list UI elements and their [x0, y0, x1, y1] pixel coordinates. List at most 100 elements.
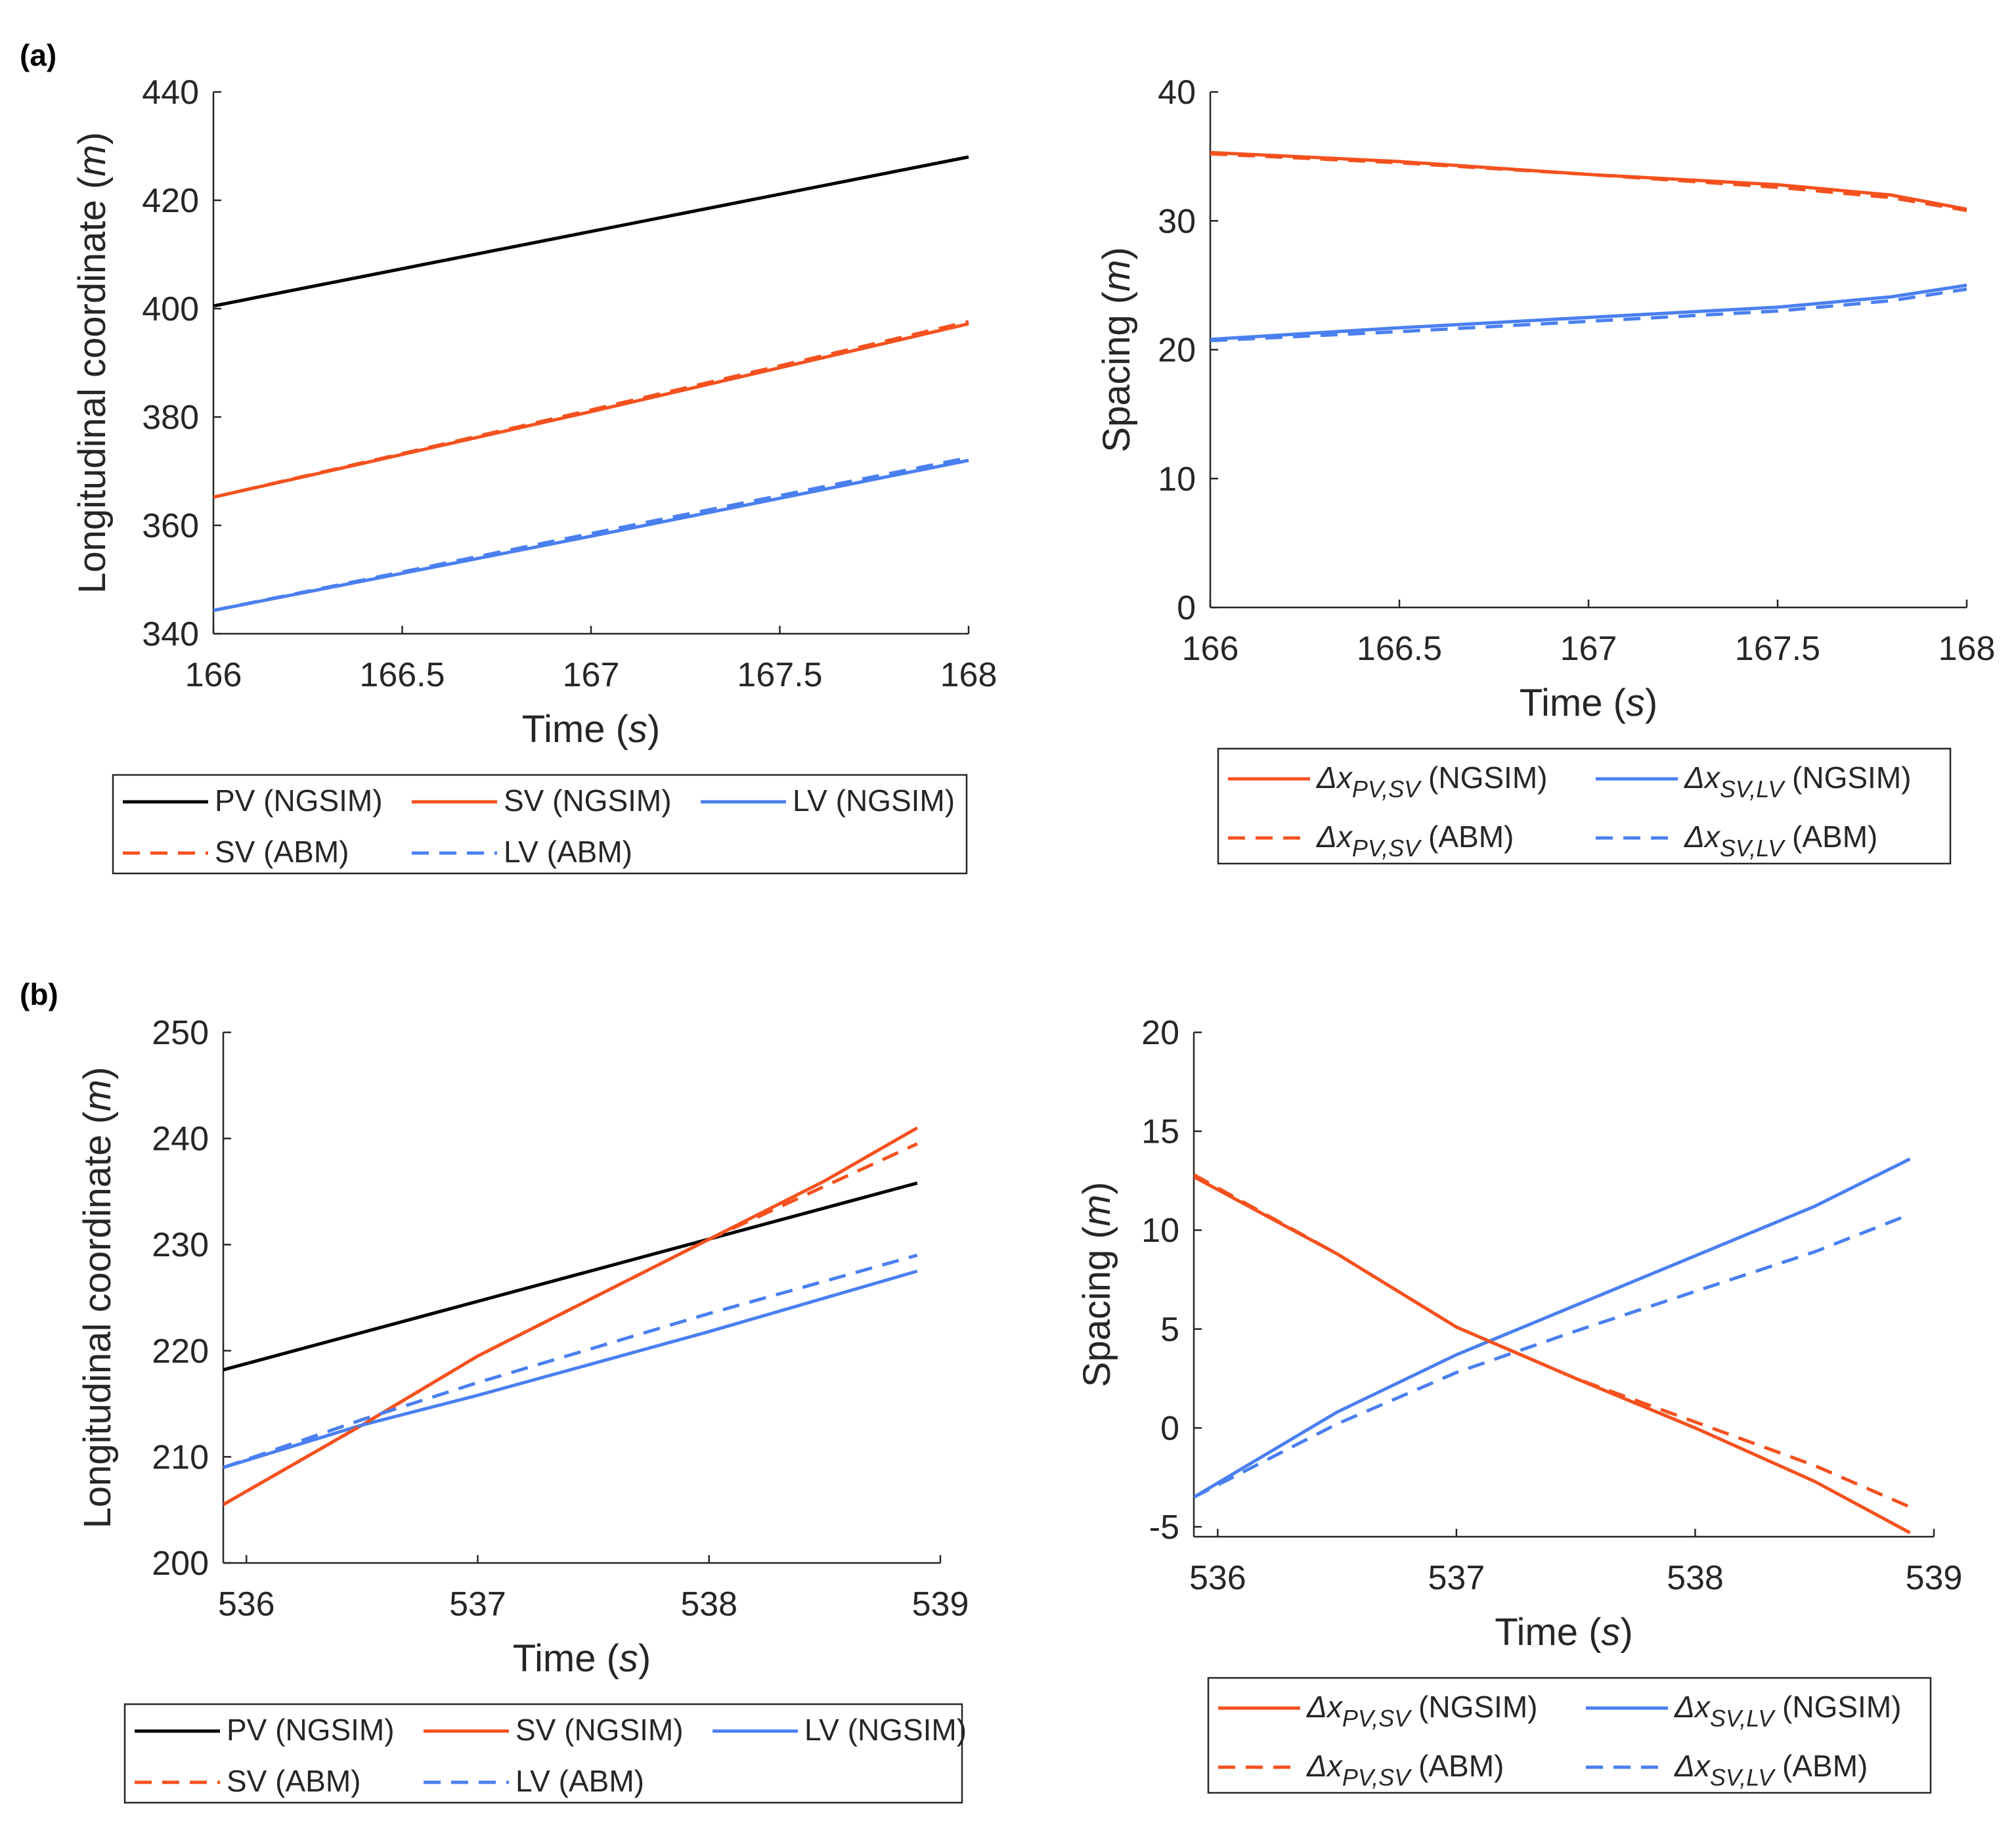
legend-label-subscript: SV,LV	[1720, 776, 1786, 803]
legend-label: ΔxPV,SV (NGSIM)	[1306, 1690, 1537, 1732]
x-axis-label-main: Time	[1520, 682, 1613, 724]
x-tick-label: 167.5	[1735, 630, 1820, 668]
y-axis-label: Longitudinal coordinate (m)	[71, 132, 114, 594]
y-axis-label-main: Spacing	[1095, 304, 1138, 452]
y-tick-label: 440	[142, 74, 199, 112]
x-axis-label-main: Time	[1495, 1611, 1589, 1654]
legend-label-suffix: (ABM)	[1410, 1749, 1504, 1783]
x-tick-label: 539	[912, 1585, 969, 1623]
series-line-x-sv-lv-abm	[1210, 287, 1967, 343]
y-tick-label: 10	[1158, 460, 1196, 498]
legend-label-suffix: (NGSIM)	[1410, 1690, 1537, 1724]
x-axis-label-open: (	[616, 708, 628, 751]
y-tick-label: 340	[142, 615, 199, 653]
legend-coordinate: PV (NGSIM) SV (NGSIM) LV (NGSIM) SV (ABM) LV…	[112, 774, 968, 875]
y-axis-label-main: Longitudinal coordinate	[76, 1124, 119, 1529]
y-tick-label: 380	[142, 399, 199, 437]
x-tick-label: 537	[1428, 1559, 1485, 1597]
x-tick-label: 166.5	[1357, 630, 1442, 668]
legend-label: ΔxPV,SV (NGSIM)	[1316, 760, 1547, 803]
legend-label-suffix: (ABM)	[1774, 1749, 1868, 1783]
legend-label: ΔxPV,SV (ABM)	[1316, 820, 1514, 862]
x-axis-label-open: (	[1613, 682, 1626, 724]
series-line-lv-ngsim	[223, 1269, 918, 1469]
y-axis-label-open: (	[71, 177, 114, 189]
legend-label: SV (NGSIM)	[504, 783, 672, 818]
legend-spacing: ΔxPV,SV (NGSIM) ΔxSV,LV (NGSIM)ΔxPV,SV (A…	[1207, 1677, 1932, 1794]
y-axis-label-open: (	[1076, 1226, 1118, 1239]
legend-label-prefix: Δx	[1684, 820, 1721, 854]
legend-label-subscript: SV,LV	[1710, 1705, 1776, 1732]
series-line-sv-abm	[213, 320, 969, 499]
series-line-x-pv-sv-abm	[1210, 152, 1967, 212]
y-tick-label: 200	[152, 1545, 209, 1583]
x-tick-label: 538	[680, 1585, 737, 1623]
series-line-x-pv-sv-ngsim	[1210, 150, 1967, 211]
y-tick-label: 40	[1158, 74, 1196, 112]
y-tick-label: 0	[1160, 1409, 1179, 1447]
legend-label-suffix: (NGSIM)	[1774, 1690, 1901, 1724]
y-axis-label-unit: m	[71, 144, 114, 176]
x-axis-label-open: (	[607, 1637, 619, 1680]
legend-label: ΔxSV,LV (ABM)	[1674, 1749, 1868, 1791]
x-axis-label-close: )	[638, 1637, 651, 1680]
x-tick-label: 536	[1189, 1559, 1246, 1597]
y-tick-label: 240	[152, 1120, 209, 1158]
y-tick-label: 5	[1160, 1311, 1179, 1349]
x-tick-label: 168	[1939, 630, 1996, 668]
legend-box	[1217, 747, 1952, 865]
y-axis-label-unit: m	[1095, 259, 1138, 291]
legend-label-suffix: (NGSIM)	[1784, 760, 1911, 795]
legend-label-subscript: SV,LV	[1710, 1764, 1776, 1791]
y-axis-label-open: (	[1095, 292, 1138, 304]
x-axis-label-close: )	[1645, 682, 1657, 724]
x-tick-label: 166	[1182, 630, 1239, 668]
legend-label-subscript: PV,SV	[1342, 1764, 1412, 1791]
y-axis-label-close: )	[76, 1067, 119, 1080]
legend-label: ΔxPV,SV (ABM)	[1306, 1749, 1504, 1791]
legend-label-subscript: SV,LV	[1720, 835, 1786, 862]
legend-label: LV (NGSIM)	[793, 783, 955, 818]
y-tick-label: 220	[152, 1332, 209, 1371]
legend-label-prefix: Δx	[1316, 820, 1353, 854]
y-tick-label: 400	[142, 290, 199, 328]
y-tick-label: -5	[1149, 1508, 1179, 1547]
y-axis-label-close: )	[1076, 1182, 1118, 1195]
x-tick-label: 536	[218, 1585, 275, 1623]
legend-label-subscript: PV,SV	[1342, 1705, 1412, 1732]
series-line-x-sv-lv-ngsim	[1210, 283, 1967, 341]
y-axis-label-main: Longitudinal coordinate	[71, 189, 114, 594]
y-tick-label: 420	[142, 182, 199, 220]
panel-label: (b)	[20, 977, 58, 1011]
y-axis-label-unit: m	[76, 1080, 119, 1111]
y-tick-label: 15	[1141, 1113, 1179, 1151]
x-tick-label: 167.5	[737, 656, 822, 694]
series-line-lv-abm	[223, 1253, 918, 1469]
series-line-lv-ngsim	[213, 458, 969, 612]
legend-label-suffix: (ABM)	[1420, 820, 1514, 854]
legend-box	[123, 1703, 963, 1804]
series-line-lv-abm	[213, 456, 969, 612]
legend-label: ΔxSV,LV (ABM)	[1684, 820, 1877, 862]
x-tick-label: 538	[1667, 1559, 1724, 1597]
legend-box	[112, 774, 968, 875]
legend-label: PV (NGSIM)	[227, 1713, 395, 1747]
legend-coordinate: PV (NGSIM) SV (NGSIM) LV (NGSIM) SV (ABM) LV…	[123, 1703, 967, 1804]
x-axis-label: Time (s)	[1520, 682, 1658, 724]
x-axis-label-main: Time	[522, 708, 616, 751]
series-line-pv-ngsim	[223, 1181, 918, 1372]
legend-label: SV (NGSIM)	[515, 1713, 684, 1747]
legend-label-subscript: PV,SV	[1352, 776, 1422, 803]
legend-label-subscript: PV,SV	[1352, 835, 1422, 862]
x-axis-label: Time (s)	[522, 708, 661, 751]
legend-box	[1207, 1677, 1932, 1794]
y-tick-label: 20	[1158, 332, 1196, 370]
x-tick-label: 168	[940, 656, 997, 694]
legend-label-prefix: Δx	[1674, 1690, 1711, 1724]
x-axis-label: Time (s)	[1495, 1611, 1633, 1654]
x-axis-label-close: )	[1620, 1611, 1633, 1654]
y-tick-label: 360	[142, 507, 199, 545]
series-line-pv-ngsim	[213, 155, 969, 308]
